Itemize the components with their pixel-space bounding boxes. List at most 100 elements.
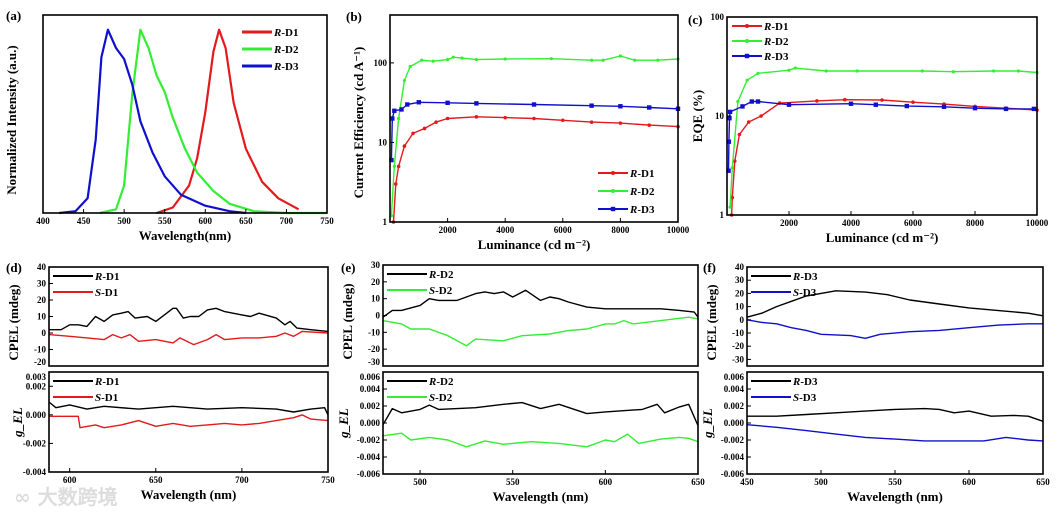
data-point-marker <box>793 66 797 70</box>
y-tick-label: -20 <box>732 341 744 351</box>
y-tick-label: 30 <box>735 275 745 285</box>
legend-italic-prefix: R <box>94 376 102 388</box>
legend-label: R-D1 <box>763 21 788 33</box>
series-line-R-D2 <box>729 67 1038 208</box>
data-point-marker <box>396 164 401 169</box>
data-point-marker <box>590 58 594 62</box>
y-axis-label: g_EL <box>10 407 25 438</box>
y-tick-label: -30 <box>732 354 744 364</box>
series-line-R-D3 <box>727 100 1034 171</box>
data-point-marker <box>740 104 745 109</box>
y-tick-label: 0 <box>42 328 47 338</box>
x-tick-label: 2000 <box>439 225 458 235</box>
y-tick-label: 0.006 <box>360 372 381 382</box>
data-point-marker <box>431 59 435 63</box>
series-line-R-D2 <box>382 401 699 426</box>
y-tick-label: 100 <box>711 12 725 22</box>
data-point-marker <box>737 132 742 137</box>
data-point-marker <box>727 116 732 121</box>
legend-marker <box>745 24 749 28</box>
legend-suffix: -D3 <box>800 376 818 388</box>
data-point-marker <box>618 121 623 125</box>
legend-italic-prefix: R <box>792 376 800 388</box>
y-axis-label: CPEL (mdeg) <box>704 284 719 360</box>
legend-suffix: -D3 <box>799 287 817 299</box>
legend-italic-prefix: S <box>95 287 101 299</box>
legend-marker <box>611 171 615 175</box>
legend-italic-prefix: R <box>763 21 771 33</box>
y-tick-label: -0.004 <box>357 452 381 462</box>
data-point-marker <box>474 58 478 62</box>
legend-italic-prefix: R <box>763 36 771 48</box>
legend-label: R-D1 <box>629 168 654 180</box>
data-point-marker <box>656 58 660 62</box>
y-axis-label: g_EL <box>336 408 351 439</box>
data-point-marker <box>941 104 947 109</box>
legend-italic-prefix: R <box>428 376 436 388</box>
data-point-marker <box>445 100 450 106</box>
data-point-marker <box>503 115 508 120</box>
x-tick-label: 10000 <box>1026 218 1049 228</box>
panel-label: (e) <box>341 260 355 275</box>
x-tick-label: 4000 <box>496 225 515 235</box>
x-tick-label: 650 <box>1036 477 1050 487</box>
legend-label: R-D3 <box>763 51 789 63</box>
y-tick-label: 30 <box>37 279 47 289</box>
legend-suffix: -D2 <box>637 186 655 198</box>
x-tick-label: 600 <box>599 477 613 487</box>
series-line-R-D3 <box>746 290 1044 318</box>
legend-suffix: -D2 <box>771 36 789 48</box>
legend-marker <box>745 39 749 43</box>
watermark-text: 大数跨境 <box>38 485 118 509</box>
y-tick-label: 0.002 <box>26 381 47 391</box>
y-tick-label: 40 <box>735 262 745 272</box>
y-tick-label: 0.000 <box>724 418 745 428</box>
data-point-marker <box>647 123 651 127</box>
series-line-S-D2 <box>382 432 699 448</box>
x-tick-label: 600 <box>962 477 976 487</box>
y-tick-label: 10 <box>371 294 381 304</box>
legend-label: S-D3 <box>793 392 817 404</box>
series-line-S-D3 <box>746 319 1043 339</box>
y-tick-label: -0.002 <box>23 438 47 448</box>
legend-italic-prefix: S <box>429 392 435 404</box>
legend-suffix: -D1 <box>637 168 654 180</box>
y-tick-label: -10 <box>34 345 46 355</box>
x-tick-label: 750 <box>320 216 334 226</box>
y-tick-label: -20 <box>34 357 46 367</box>
legend-suffix: -D1 <box>771 21 788 33</box>
data-point-marker <box>787 68 791 72</box>
y-tick-label: 40 <box>37 262 47 272</box>
data-point-marker <box>756 71 760 75</box>
legend-suffix: -D1 <box>102 376 119 388</box>
data-point-marker <box>759 114 763 118</box>
legend-italic-prefix: R <box>94 271 102 283</box>
y-axis-label: CPEL (mdeg) <box>340 283 355 359</box>
legend-suffix: -D2 <box>436 376 454 388</box>
y-tick-label: 20 <box>371 277 381 287</box>
legend-italic-prefix: R <box>629 186 637 198</box>
panel-label: (f) <box>703 260 716 275</box>
legend-label: S-D3 <box>793 287 817 299</box>
legend-italic-prefix: R <box>273 61 281 73</box>
data-point-marker <box>402 144 407 148</box>
x-tick-label: 650 <box>239 216 253 226</box>
data-point-marker <box>389 157 394 163</box>
legend-italic-prefix: S <box>793 392 799 404</box>
legend-label: R-D3 <box>792 376 818 388</box>
y-tick-label: -10 <box>732 328 744 338</box>
x-tick-label: 8000 <box>966 218 985 228</box>
data-point-marker <box>390 116 395 121</box>
series-line-R-D3 <box>390 101 679 161</box>
legend-suffix: -D2 <box>435 285 453 297</box>
x-tick-label: 550 <box>158 216 172 226</box>
data-point-marker <box>397 116 401 121</box>
panel-label: (b) <box>346 9 362 24</box>
legend-suffix: -D3 <box>800 271 818 283</box>
y-tick-label: -0.004 <box>23 467 47 477</box>
y-axis-label: Current Efficiency (cd A⁻¹) <box>351 47 366 199</box>
series-line-R-D2 <box>99 28 327 215</box>
